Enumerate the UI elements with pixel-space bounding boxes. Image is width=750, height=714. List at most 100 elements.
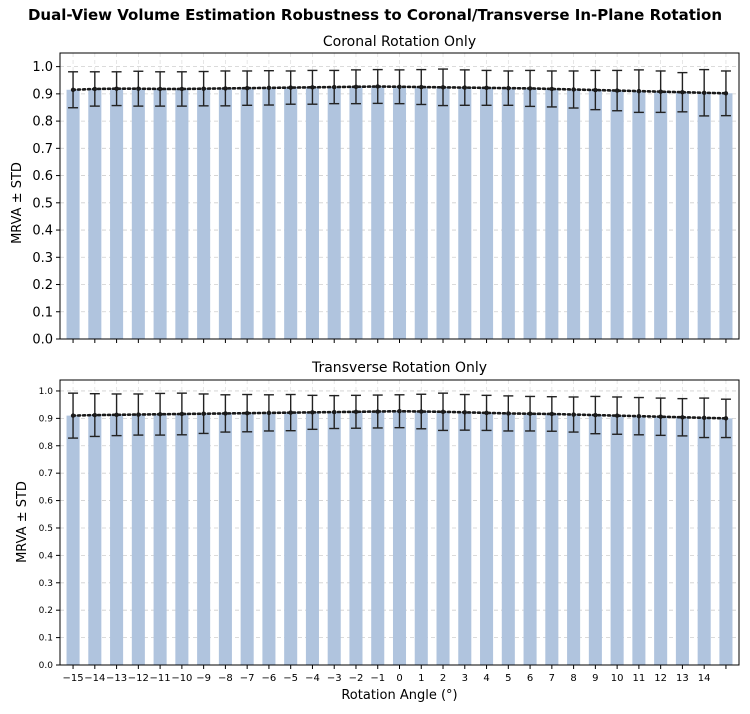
mean-point: [506, 85, 511, 91]
mean-point: [549, 86, 555, 92]
mean-point: [310, 85, 315, 90]
bar: [218, 88, 232, 340]
bar: [567, 89, 581, 339]
ytick-label: 0.5: [32, 196, 53, 211]
ytick-label: 0.6: [32, 169, 53, 184]
xtick-label: 8: [570, 673, 576, 684]
mean-point: [201, 86, 206, 91]
mean-point: [179, 411, 185, 417]
bar: [284, 87, 298, 340]
mean-point: [244, 410, 250, 416]
bar: [88, 415, 102, 665]
xtick-label: −10: [171, 673, 192, 684]
bar: [349, 411, 363, 665]
bar: [66, 415, 80, 665]
transverse-panel: Transverse Rotation Only MRVA ± STD Rota…: [15, 360, 740, 703]
xtick-label: −9: [196, 673, 211, 684]
ytick-label: 0.6: [39, 497, 54, 507]
bar: [175, 88, 189, 339]
mean-point: [593, 87, 598, 93]
xtick-label: −2: [349, 673, 364, 684]
xtick-label: 13: [676, 673, 689, 684]
coronal-ylabel: MRVA ± STD: [10, 162, 25, 244]
bar: [436, 87, 450, 339]
mean-point: [614, 413, 620, 418]
xtick-label: 5: [505, 673, 511, 684]
bar: [371, 411, 385, 665]
mean-point: [266, 410, 272, 416]
transverse-ylabel: MRVA ± STD: [15, 481, 30, 563]
bar: [588, 90, 602, 339]
bar: [675, 92, 689, 339]
mean-point: [223, 411, 228, 416]
ytick-label: 0.4: [39, 551, 54, 561]
ytick-label: 0.8: [32, 115, 53, 130]
bar: [197, 413, 211, 665]
xtick-label: 3: [462, 673, 468, 684]
bar: [436, 411, 450, 665]
xtick-label: −14: [84, 673, 105, 684]
mean-point: [70, 87, 76, 92]
bar: [480, 87, 494, 339]
mean-point: [527, 411, 533, 416]
bar: [610, 90, 624, 340]
mean-point: [375, 84, 380, 89]
mean-point: [419, 84, 424, 90]
bar: [349, 86, 363, 339]
mean-point: [462, 410, 467, 415]
mean-point: [157, 412, 163, 417]
bar: [501, 413, 515, 665]
bar: [697, 417, 711, 665]
xtick-label: 4: [483, 673, 489, 684]
mean-point: [701, 90, 707, 95]
xtick-label: 14: [698, 673, 711, 684]
bar: [610, 415, 624, 665]
mean-point: [614, 88, 620, 93]
xtick-label: −7: [240, 673, 255, 684]
mean-point: [114, 86, 119, 91]
mean-point: [201, 411, 206, 416]
bar: [675, 417, 689, 665]
mean-point: [571, 412, 576, 417]
xtick-label: −11: [150, 673, 171, 684]
mean-point: [375, 409, 380, 414]
bar: [719, 93, 733, 339]
mean-point: [288, 410, 293, 415]
xtick-label: 2: [440, 673, 446, 684]
mean-point: [723, 416, 729, 421]
mean-point: [136, 412, 141, 417]
mean-point: [723, 91, 729, 96]
mean-point: [310, 410, 315, 415]
ytick-label: 0.9: [32, 87, 53, 102]
bar: [153, 414, 167, 665]
mean-point: [636, 88, 642, 94]
bar: [458, 412, 472, 665]
bar: [131, 414, 145, 665]
ytick-label: 0.0: [39, 661, 54, 671]
ytick-label: 0.3: [32, 251, 53, 266]
bar: [545, 88, 559, 339]
mean-point: [114, 412, 119, 418]
bar: [262, 412, 276, 665]
ytick-label: 0.0: [32, 333, 53, 348]
mean-point: [680, 90, 685, 95]
ytick-label: 0.7: [32, 142, 53, 157]
bar: [327, 412, 341, 665]
xtick-label: −12: [128, 673, 149, 684]
bar: [175, 413, 189, 665]
mean-point: [70, 413, 76, 418]
mean-point: [440, 409, 446, 414]
xtick-label: 11: [633, 673, 646, 684]
ytick-label: 0.9: [39, 414, 54, 424]
xtick-label: −8: [218, 673, 233, 684]
bar: [719, 418, 733, 665]
ytick-label: 0.4: [32, 224, 53, 239]
bar: [632, 416, 646, 665]
mean-point: [549, 411, 555, 417]
xtick-label: −15: [63, 673, 84, 684]
xtick-label: −4: [305, 673, 320, 684]
bar: [697, 92, 711, 340]
mean-point: [92, 412, 98, 418]
mean-point: [266, 85, 272, 91]
